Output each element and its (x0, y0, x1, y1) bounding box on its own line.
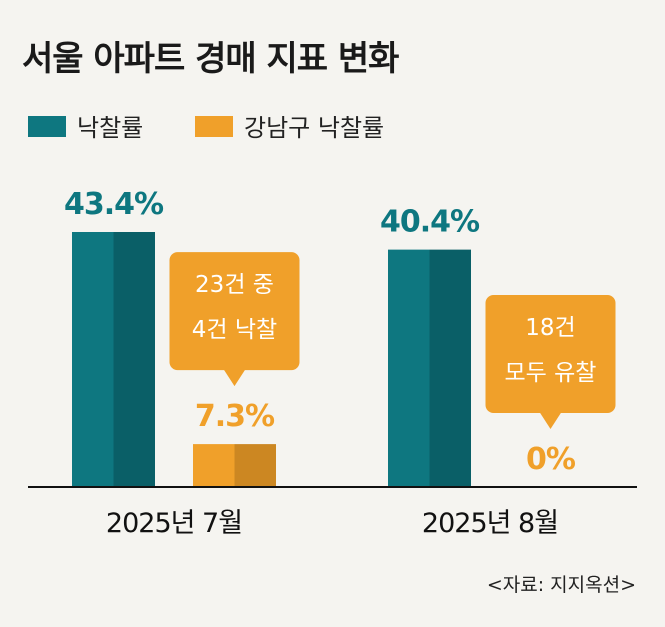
bar-face-left (72, 232, 114, 487)
callout-line-1: 18건 (525, 315, 575, 341)
source-note: <자료: 지지옥션> (487, 574, 636, 596)
bar-face-right (234, 444, 276, 487)
bars-layer (72, 232, 471, 487)
bar-face-left (193, 444, 235, 487)
bar-face-left (388, 249, 430, 487)
bar-2-1 (193, 444, 276, 487)
legend-swatch-series-1 (28, 116, 66, 137)
callout-box (485, 295, 616, 413)
legend-swatch-series-2 (195, 116, 233, 137)
data-label-1-2: 40.4% (380, 205, 480, 240)
callout-pointer (539, 412, 562, 429)
legend-label-series-1: 낙찰률 (77, 114, 143, 142)
bar-1-1 (72, 232, 155, 487)
labels-layer: 43.4% 7.3% 2025년 7월 40.4% 0% 2025년 8월 (64, 187, 577, 539)
chart-title: 서울 아파트 경매 지표 변화 (22, 39, 399, 79)
legend: 낙찰률 강남구 낙찰률 (28, 114, 384, 142)
callout-line-2: 모두 유찰 (505, 360, 597, 386)
callout-1: 23건 중 4건 낙찰 (169, 252, 300, 387)
category-label-1: 2025년 7월 (106, 508, 242, 539)
data-label-2-2: 0% (526, 442, 576, 477)
bar-1-2 (388, 249, 471, 487)
callout-line-1: 23건 중 (195, 272, 274, 298)
legend-label-series-2: 강남구 낙찰률 (244, 114, 384, 142)
callout-pointer (223, 369, 246, 387)
bar-face-right (429, 249, 471, 487)
data-label-1-1: 43.4% (64, 187, 164, 222)
category-label-2: 2025년 8월 (422, 508, 558, 539)
data-label-2-1: 7.3% (195, 399, 275, 434)
bar-face-right (113, 232, 155, 487)
callout-box (169, 252, 300, 371)
callout-line-2: 4건 낙찰 (192, 317, 277, 343)
